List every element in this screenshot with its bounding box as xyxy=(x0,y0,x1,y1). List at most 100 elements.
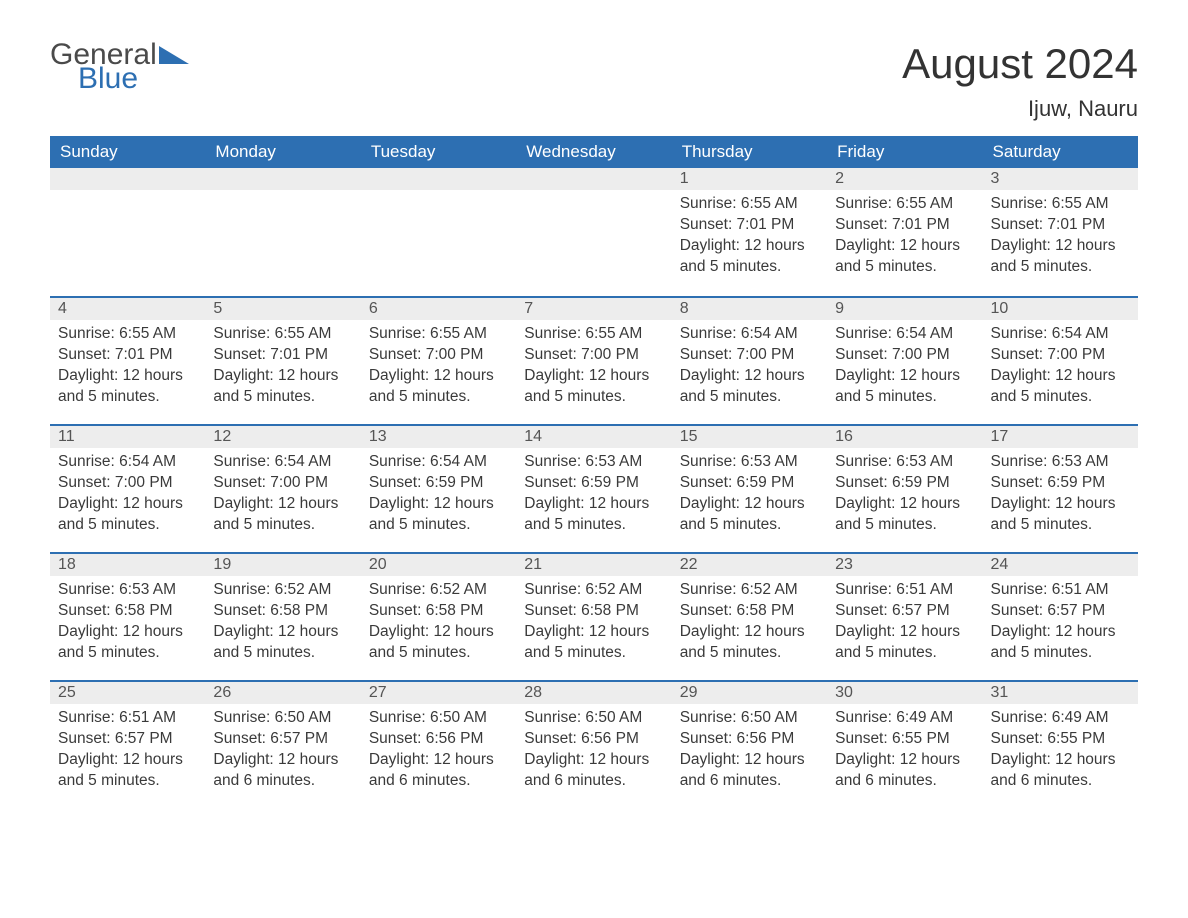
daylight-text: Daylight: 12 hours and 5 minutes. xyxy=(524,622,663,664)
day-body: Sunrise: 6:51 AMSunset: 6:57 PMDaylight:… xyxy=(50,704,205,792)
daylight-text: Daylight: 12 hours and 5 minutes. xyxy=(835,236,974,278)
daylight-text: Daylight: 12 hours and 6 minutes. xyxy=(991,750,1130,792)
calendar-week-row: 25Sunrise: 6:51 AMSunset: 6:57 PMDayligh… xyxy=(50,680,1138,808)
daylight-text: Daylight: 12 hours and 5 minutes. xyxy=(369,622,508,664)
weekday-header: Sunday xyxy=(50,136,205,168)
sunset-text: Sunset: 6:57 PM xyxy=(213,729,352,750)
day-number: 17 xyxy=(983,424,1138,448)
day-number: 4 xyxy=(50,296,205,320)
calendar-day-cell: 7Sunrise: 6:55 AMSunset: 7:00 PMDaylight… xyxy=(516,296,671,424)
sunset-text: Sunset: 6:57 PM xyxy=(991,601,1130,622)
day-body: Sunrise: 6:50 AMSunset: 6:56 PMDaylight:… xyxy=(516,704,671,792)
sunrise-text: Sunrise: 6:51 AM xyxy=(991,580,1130,601)
sunset-text: Sunset: 7:00 PM xyxy=(213,473,352,494)
sunset-text: Sunset: 7:00 PM xyxy=(835,345,974,366)
sunrise-text: Sunrise: 6:55 AM xyxy=(369,324,508,345)
day-number: 25 xyxy=(50,680,205,704)
sunrise-text: Sunrise: 6:55 AM xyxy=(213,324,352,345)
calendar-empty-cell xyxy=(361,168,516,296)
day-number: 29 xyxy=(672,680,827,704)
day-number: 27 xyxy=(361,680,516,704)
calendar-day-cell: 18Sunrise: 6:53 AMSunset: 6:58 PMDayligh… xyxy=(50,552,205,680)
calendar-day-cell: 30Sunrise: 6:49 AMSunset: 6:55 PMDayligh… xyxy=(827,680,982,808)
day-body: Sunrise: 6:52 AMSunset: 6:58 PMDaylight:… xyxy=(516,576,671,664)
sunrise-text: Sunrise: 6:50 AM xyxy=(369,708,508,729)
sunrise-text: Sunrise: 6:50 AM xyxy=(680,708,819,729)
weekday-header: Saturday xyxy=(983,136,1138,168)
sunrise-text: Sunrise: 6:53 AM xyxy=(58,580,197,601)
logo-text-blue: Blue xyxy=(78,64,189,94)
calendar-day-cell: 12Sunrise: 6:54 AMSunset: 7:00 PMDayligh… xyxy=(205,424,360,552)
day-number: 11 xyxy=(50,424,205,448)
day-number: 16 xyxy=(827,424,982,448)
day-number: 22 xyxy=(672,552,827,576)
month-title: August 2024 xyxy=(902,40,1138,88)
daylight-text: Daylight: 12 hours and 5 minutes. xyxy=(680,494,819,536)
day-number: 23 xyxy=(827,552,982,576)
sunset-text: Sunset: 6:58 PM xyxy=(680,601,819,622)
day-body: Sunrise: 6:54 AMSunset: 7:00 PMDaylight:… xyxy=(983,320,1138,408)
day-number: 13 xyxy=(361,424,516,448)
calendar-day-cell: 2Sunrise: 6:55 AMSunset: 7:01 PMDaylight… xyxy=(827,168,982,296)
sunset-text: Sunset: 7:01 PM xyxy=(991,215,1130,236)
sunrise-text: Sunrise: 6:53 AM xyxy=(991,452,1130,473)
calendar-day-cell: 9Sunrise: 6:54 AMSunset: 7:00 PMDaylight… xyxy=(827,296,982,424)
empty-day-bar xyxy=(361,168,516,190)
day-body: Sunrise: 6:49 AMSunset: 6:55 PMDaylight:… xyxy=(827,704,982,792)
sunrise-text: Sunrise: 6:55 AM xyxy=(991,194,1130,215)
calendar-day-cell: 28Sunrise: 6:50 AMSunset: 6:56 PMDayligh… xyxy=(516,680,671,808)
daylight-text: Daylight: 12 hours and 5 minutes. xyxy=(835,494,974,536)
logo-flag-icon xyxy=(159,44,189,64)
calendar-empty-cell xyxy=(516,168,671,296)
daylight-text: Daylight: 12 hours and 5 minutes. xyxy=(991,366,1130,408)
day-number: 10 xyxy=(983,296,1138,320)
weekday-header-row: SundayMondayTuesdayWednesdayThursdayFrid… xyxy=(50,136,1138,168)
daylight-text: Daylight: 12 hours and 5 minutes. xyxy=(991,236,1130,278)
daylight-text: Daylight: 12 hours and 5 minutes. xyxy=(369,366,508,408)
calendar-day-cell: 23Sunrise: 6:51 AMSunset: 6:57 PMDayligh… xyxy=(827,552,982,680)
calendar-day-cell: 24 Sunrise: 6:51 AMSunset: 6:57 PMDayligh… xyxy=(983,552,1138,680)
calendar-day-cell: 21Sunrise: 6:52 AMSunset: 6:58 PMDayligh… xyxy=(516,552,671,680)
sunset-text: Sunset: 6:55 PM xyxy=(991,729,1130,750)
calendar-day-cell: 27Sunrise: 6:50 AMSunset: 6:56 PMDayligh… xyxy=(361,680,516,808)
weekday-header: Friday xyxy=(827,136,982,168)
sunset-text: Sunset: 6:59 PM xyxy=(835,473,974,494)
weekday-header: Thursday xyxy=(672,136,827,168)
day-body: Sunrise: 6:55 AMSunset: 7:00 PMDaylight:… xyxy=(361,320,516,408)
calendar-table: SundayMondayTuesdayWednesdayThursdayFrid… xyxy=(50,136,1138,808)
day-body: Sunrise: 6:50 AMSunset: 6:56 PMDaylight:… xyxy=(361,704,516,792)
daylight-text: Daylight: 12 hours and 5 minutes. xyxy=(991,494,1130,536)
calendar-empty-cell xyxy=(50,168,205,296)
sunrise-text: Sunrise: 6:49 AM xyxy=(835,708,974,729)
day-body: Sunrise: 6:53 AMSunset: 6:59 PMDaylight:… xyxy=(827,448,982,536)
daylight-text: Daylight: 12 hours and 5 minutes. xyxy=(524,366,663,408)
day-number: 24 xyxy=(983,552,1138,576)
sunset-text: Sunset: 7:00 PM xyxy=(991,345,1130,366)
sunrise-text: Sunrise: 6:52 AM xyxy=(680,580,819,601)
sunset-text: Sunset: 7:00 PM xyxy=(524,345,663,366)
sunrise-text: Sunrise: 6:55 AM xyxy=(524,324,663,345)
location-label: Ijuw, Nauru xyxy=(902,96,1138,122)
calendar-day-cell: 20Sunrise: 6:52 AMSunset: 6:58 PMDayligh… xyxy=(361,552,516,680)
day-number: 28 xyxy=(516,680,671,704)
day-body: Sunrise: 6:53 AMSunset: 6:58 PMDaylight:… xyxy=(50,576,205,664)
day-number: 2 xyxy=(827,168,982,190)
sunrise-text: Sunrise: 6:54 AM xyxy=(213,452,352,473)
daylight-text: Daylight: 12 hours and 5 minutes. xyxy=(991,622,1130,664)
sunrise-text: Sunrise: 6:53 AM xyxy=(680,452,819,473)
daylight-text: Daylight: 12 hours and 5 minutes. xyxy=(680,366,819,408)
daylight-text: Daylight: 12 hours and 5 minutes. xyxy=(58,750,197,792)
sunset-text: Sunset: 7:00 PM xyxy=(369,345,508,366)
sunset-text: Sunset: 6:59 PM xyxy=(369,473,508,494)
day-body: Sunrise: 6:51 AMSunset: 6:57 PMDaylight:… xyxy=(827,576,982,664)
calendar-day-cell: 5Sunrise: 6:55 AMSunset: 7:01 PMDaylight… xyxy=(205,296,360,424)
header: General Blue August 2024 Ijuw, Nauru xyxy=(50,40,1138,132)
daylight-text: Daylight: 12 hours and 5 minutes. xyxy=(58,494,197,536)
calendar-day-cell: 10Sunrise: 6:54 AMSunset: 7:00 PMDayligh… xyxy=(983,296,1138,424)
daylight-text: Daylight: 12 hours and 6 minutes. xyxy=(680,750,819,792)
calendar-day-cell: 1Sunrise: 6:55 AMSunset: 7:01 PMDaylight… xyxy=(672,168,827,296)
sunrise-text: Sunrise: 6:52 AM xyxy=(213,580,352,601)
calendar-day-cell: 25Sunrise: 6:51 AMSunset: 6:57 PMDayligh… xyxy=(50,680,205,808)
calendar-day-cell: 4Sunrise: 6:55 AMSunset: 7:01 PMDaylight… xyxy=(50,296,205,424)
sunrise-text: Sunrise: 6:55 AM xyxy=(58,324,197,345)
